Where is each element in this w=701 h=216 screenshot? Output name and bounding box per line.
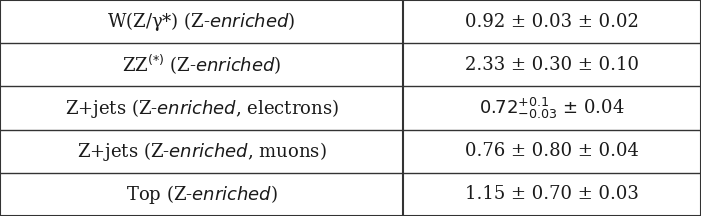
- Text: W(Z/γ*) (Z-$\mathit{enriched}$): W(Z/γ*) (Z-$\mathit{enriched}$): [107, 10, 296, 33]
- Text: Z+jets (Z-$\mathit{enriched}$, electrons): Z+jets (Z-$\mathit{enriched}$, electrons…: [64, 97, 339, 119]
- Text: 2.33 ± 0.30 ± 0.10: 2.33 ± 0.30 ± 0.10: [465, 56, 639, 74]
- Text: Top (Z-$\mathit{enriched}$): Top (Z-$\mathit{enriched}$): [125, 183, 278, 206]
- Text: ZZ$^{(*)}$ (Z-$\mathit{enriched}$): ZZ$^{(*)}$ (Z-$\mathit{enriched}$): [122, 53, 281, 77]
- Text: Z+jets (Z-$\mathit{enriched}$, muons): Z+jets (Z-$\mathit{enriched}$, muons): [76, 140, 327, 163]
- Text: 1.15 ± 0.70 ± 0.03: 1.15 ± 0.70 ± 0.03: [465, 185, 639, 203]
- Text: $0.72^{+0.1}_{-0.03}$ $\pm$ 0.04: $0.72^{+0.1}_{-0.03}$ $\pm$ 0.04: [479, 95, 625, 121]
- Text: 0.76 ± 0.80 ± 0.04: 0.76 ± 0.80 ± 0.04: [465, 142, 639, 160]
- Text: 0.92 ± 0.03 ± 0.02: 0.92 ± 0.03 ± 0.02: [465, 13, 639, 31]
